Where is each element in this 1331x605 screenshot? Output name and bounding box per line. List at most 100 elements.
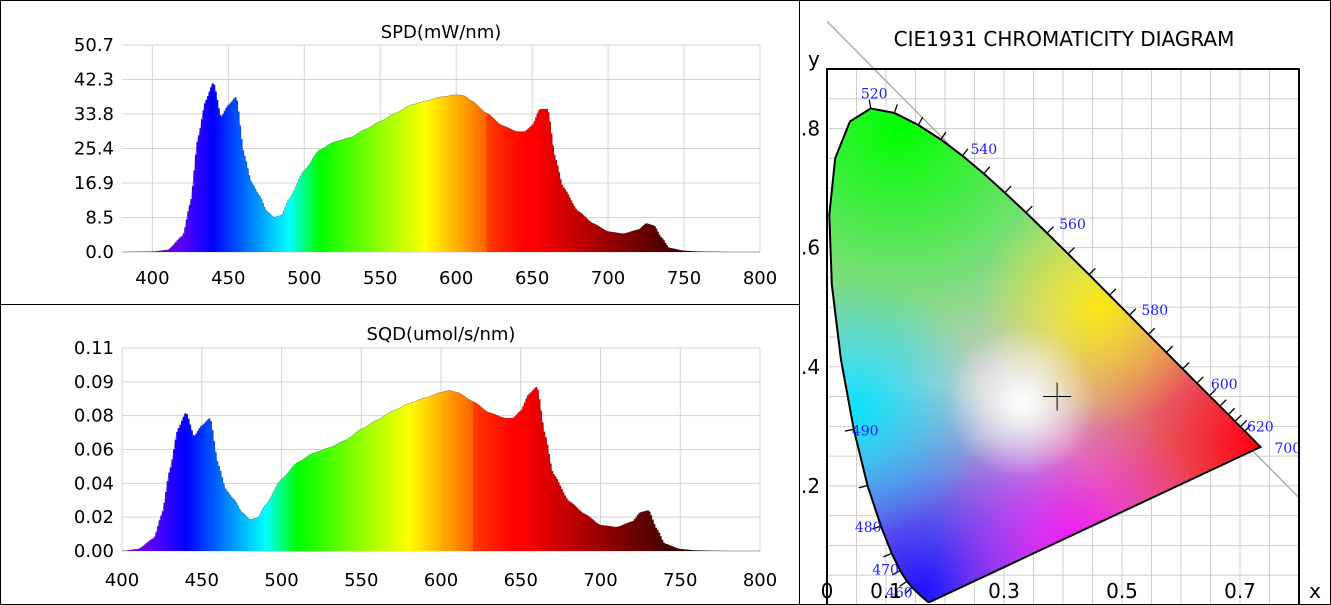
spectrum-bar: [240, 139, 243, 252]
spectrum-bar: [126, 550, 129, 551]
spectrum-bar: [484, 410, 487, 551]
spectrum-bar: [234, 97, 237, 253]
cie-x-tick-label: 0.5: [1106, 579, 1138, 603]
spectrum-bar: [417, 400, 420, 551]
spectrum-bar: [304, 169, 307, 252]
spectrum-bar: [223, 111, 226, 252]
spectrum-bar: [343, 138, 346, 252]
spectrum-bar: [261, 203, 264, 252]
spectrum-bar: [191, 186, 194, 252]
spectrum-bar: [413, 104, 416, 253]
spectrum-bar: [342, 441, 345, 551]
spectrum-bar: [197, 135, 201, 252]
spectrum-bar: [579, 212, 582, 252]
spectrum-bar: [623, 233, 626, 252]
spectrum-bar: [287, 199, 290, 252]
spectrum-bar: [547, 454, 551, 551]
spectrum-bar: [633, 230, 637, 252]
spectrum-bar: [667, 247, 670, 252]
spectrum-bar: [536, 113, 539, 252]
x-tick-label: 400: [105, 570, 139, 591]
spectrum-bar: [429, 396, 433, 551]
spectrum-bar: [485, 411, 488, 551]
spectrum-bar: [150, 539, 153, 551]
spectrum-bar: [374, 420, 377, 551]
spectrum-bar: [313, 453, 316, 551]
spectrum-bar: [567, 194, 570, 252]
spectrum-bar: [257, 516, 260, 551]
spectrum-bar: [497, 122, 500, 252]
spectrum-bar: [361, 428, 364, 551]
spectrum-bar: [447, 95, 450, 252]
spectrum-bar: [369, 424, 372, 551]
spectrum-bar: [299, 461, 302, 551]
cie-y-tick-label: .2: [801, 474, 820, 498]
spectrum-bar: [676, 249, 679, 252]
spectrum-bar: [638, 512, 641, 551]
locus-tick: [1219, 399, 1227, 407]
spectrum-bar: [240, 511, 243, 551]
spectrum-bar: [479, 406, 482, 551]
spectrum-bar: [574, 208, 577, 252]
spectrum-bar: [677, 249, 681, 252]
spectrum-bar: [527, 395, 530, 551]
spectrum-bar: [141, 546, 144, 551]
spectrum-bar: [264, 210, 267, 252]
x-tick-label: 750: [667, 268, 701, 289]
spectrum-bar: [292, 193, 295, 252]
wavelength-label: 560: [1059, 217, 1086, 233]
spectrum-outline: [121, 386, 760, 552]
wavelength-label: 700: [1274, 441, 1301, 457]
spectrum-bar: [528, 393, 531, 551]
spectrum-bar: [386, 117, 389, 252]
spectrum-bar: [500, 125, 503, 252]
spectrum-bar: [525, 398, 528, 551]
spectrum-bar: [656, 529, 659, 551]
spectrum-bar: [363, 129, 366, 252]
spectrum-bar: [200, 426, 203, 551]
spectrum-bar: [519, 411, 522, 551]
spectrum-bar: [169, 248, 172, 252]
spectrum-bar: [176, 431, 179, 551]
spectrum-bar: [178, 238, 181, 252]
spectrum-bar: [325, 146, 328, 252]
spectrum-bar: [477, 106, 480, 253]
spectrum-bar: [424, 101, 427, 252]
spectrum-bar: [289, 469, 292, 551]
spectrum-bar: [431, 395, 434, 551]
spectrum-bar: [255, 191, 258, 252]
spectrum-bar: [617, 232, 620, 252]
spectrum-bar: [439, 96, 442, 253]
spectrum-bar: [571, 503, 574, 551]
spectrum-bar: [437, 97, 441, 252]
spectrum-bar: [407, 105, 410, 253]
spectrum-bar: [562, 187, 565, 252]
spectrum-bar: [506, 127, 509, 252]
spectrum-bar: [616, 526, 619, 551]
spectrum-bar: [375, 420, 378, 551]
spectrum-bar: [586, 219, 589, 252]
spectrum-bar: [677, 548, 680, 551]
spectrum-bar: [585, 218, 588, 252]
spectrum-bar: [270, 215, 273, 252]
spectrum-bar: [217, 108, 220, 252]
spectrum-bar: [195, 433, 198, 551]
spectrum-bar: [588, 220, 591, 252]
spectrum-bar: [273, 490, 276, 551]
spectrum-bar: [174, 439, 177, 551]
spectrum-bar: [565, 498, 568, 551]
spectrum-bar: [351, 136, 354, 252]
spectrum-bar: [366, 426, 369, 551]
spectrum-bar: [192, 435, 195, 551]
spectrum-bar: [611, 232, 614, 252]
spectrum-bar: [159, 250, 163, 252]
spectrum-bar: [173, 449, 176, 551]
spectrum-bar: [653, 524, 656, 551]
spectrum-bar: [243, 514, 246, 551]
spectrum-bar: [301, 173, 304, 252]
spectrum-bar: [541, 422, 544, 551]
spectrum-bar: [389, 115, 392, 253]
spectrum-bar: [302, 459, 305, 551]
spectrum-area: [122, 83, 731, 253]
spectrum-bar: [542, 109, 545, 253]
